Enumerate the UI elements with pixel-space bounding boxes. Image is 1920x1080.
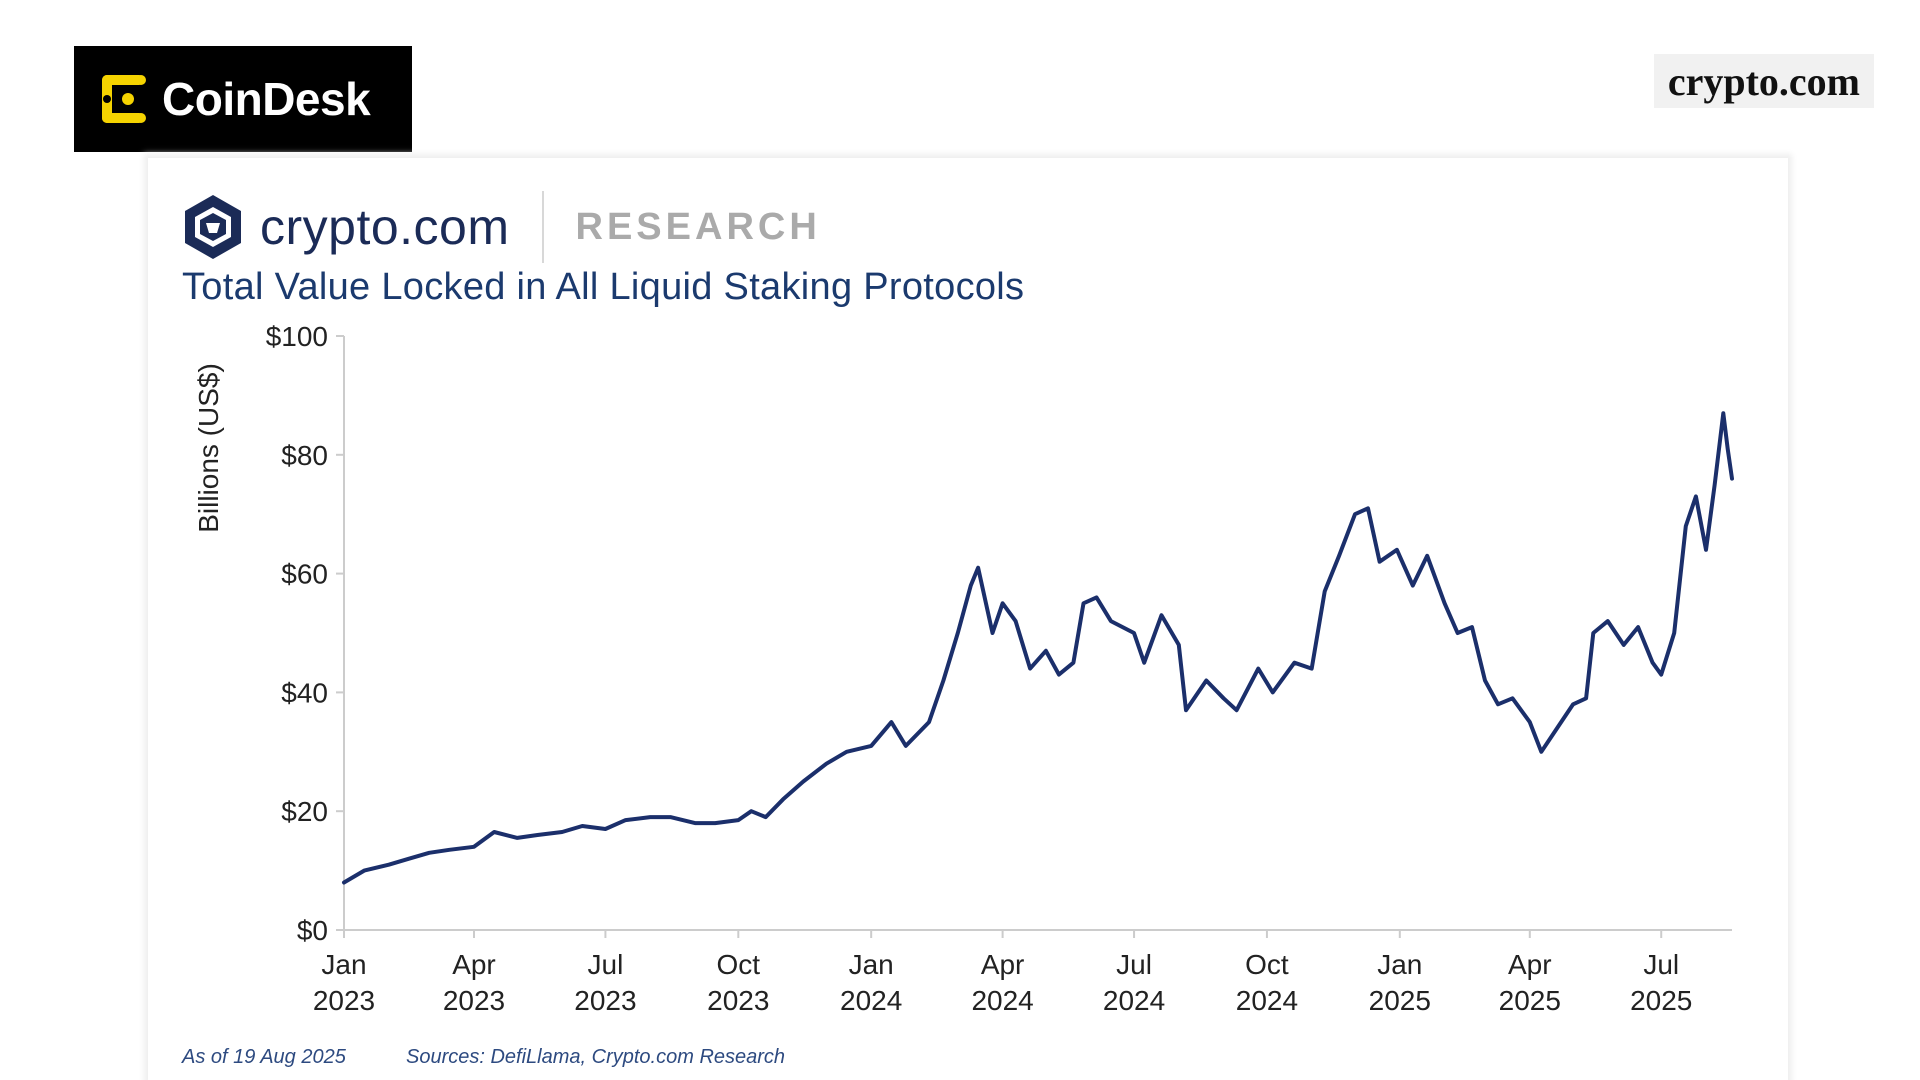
x-tick-year: 2025 [1630, 985, 1692, 1016]
chart-title: Total Value Locked in All Liquid Staking… [182, 266, 1025, 308]
x-tick-year: 2024 [1103, 985, 1165, 1016]
sources-note: Sources: DefiLlama, Crypto.com Research [406, 1046, 786, 1068]
x-tick-year: 2023 [707, 985, 769, 1016]
x-tick-year: 2024 [971, 985, 1033, 1016]
x-tick-year: 2024 [1236, 985, 1298, 1016]
y-tick-label: $40 [281, 677, 328, 708]
coindesk-logo: CoinDesk [74, 46, 412, 152]
chart-plot: Billions (US$) $0 $20 $40 $60 $80 $100 Jan 2023… [193, 321, 1734, 1016]
x-tick-year: 2025 [1369, 985, 1431, 1016]
x-tick-month: Oct [717, 949, 761, 980]
y-tick-label: $20 [281, 796, 328, 827]
x-tick-month: Apr [981, 949, 1025, 980]
coindesk-logo-icon [102, 75, 146, 123]
corner-brand-watermark: crypto.com [1653, 54, 1874, 108]
y-tick-label: $80 [281, 440, 328, 471]
x-tick-month: Jan [849, 949, 894, 980]
x-tick-month: Jul [1116, 949, 1152, 980]
x-tick-month: Jul [1643, 949, 1679, 980]
x-tick-month: Jul [588, 949, 624, 980]
brand-section: RESEARCH [575, 205, 821, 248]
x-tick-month: Jan [1377, 949, 1422, 980]
x-tick-year: 2024 [840, 985, 902, 1016]
brand-row: crypto.com RESEARCH [182, 191, 821, 263]
brand-divider [541, 191, 544, 263]
x-tick-month: Apr [452, 949, 496, 980]
y-tick-label: $100 [266, 321, 328, 352]
series-line [342, 411, 1734, 885]
crypto-com-logo-icon [185, 195, 241, 259]
y-tick-label: $0 [297, 915, 328, 946]
x-tick-year: 2025 [1499, 985, 1561, 1016]
x-tick-month: Jan [321, 949, 366, 980]
x-tick-year: 2023 [574, 985, 636, 1016]
x-tick-month: Apr [1508, 949, 1552, 980]
as-of-note: As of 19 Aug 2025 [182, 1046, 346, 1068]
y-axis-label: Billions (US$) [193, 363, 224, 533]
x-tick-year: 2023 [443, 985, 505, 1016]
coindesk-name: CoinDesk [162, 73, 371, 125]
chart-card: crypto.com RESEARCH Total Value Locked i… [148, 158, 1788, 1080]
brand-name: crypto.com [260, 199, 510, 255]
x-tick-month: Oct [1245, 949, 1289, 980]
x-tick-year: 2023 [313, 985, 375, 1016]
y-tick-label: $60 [281, 559, 328, 590]
